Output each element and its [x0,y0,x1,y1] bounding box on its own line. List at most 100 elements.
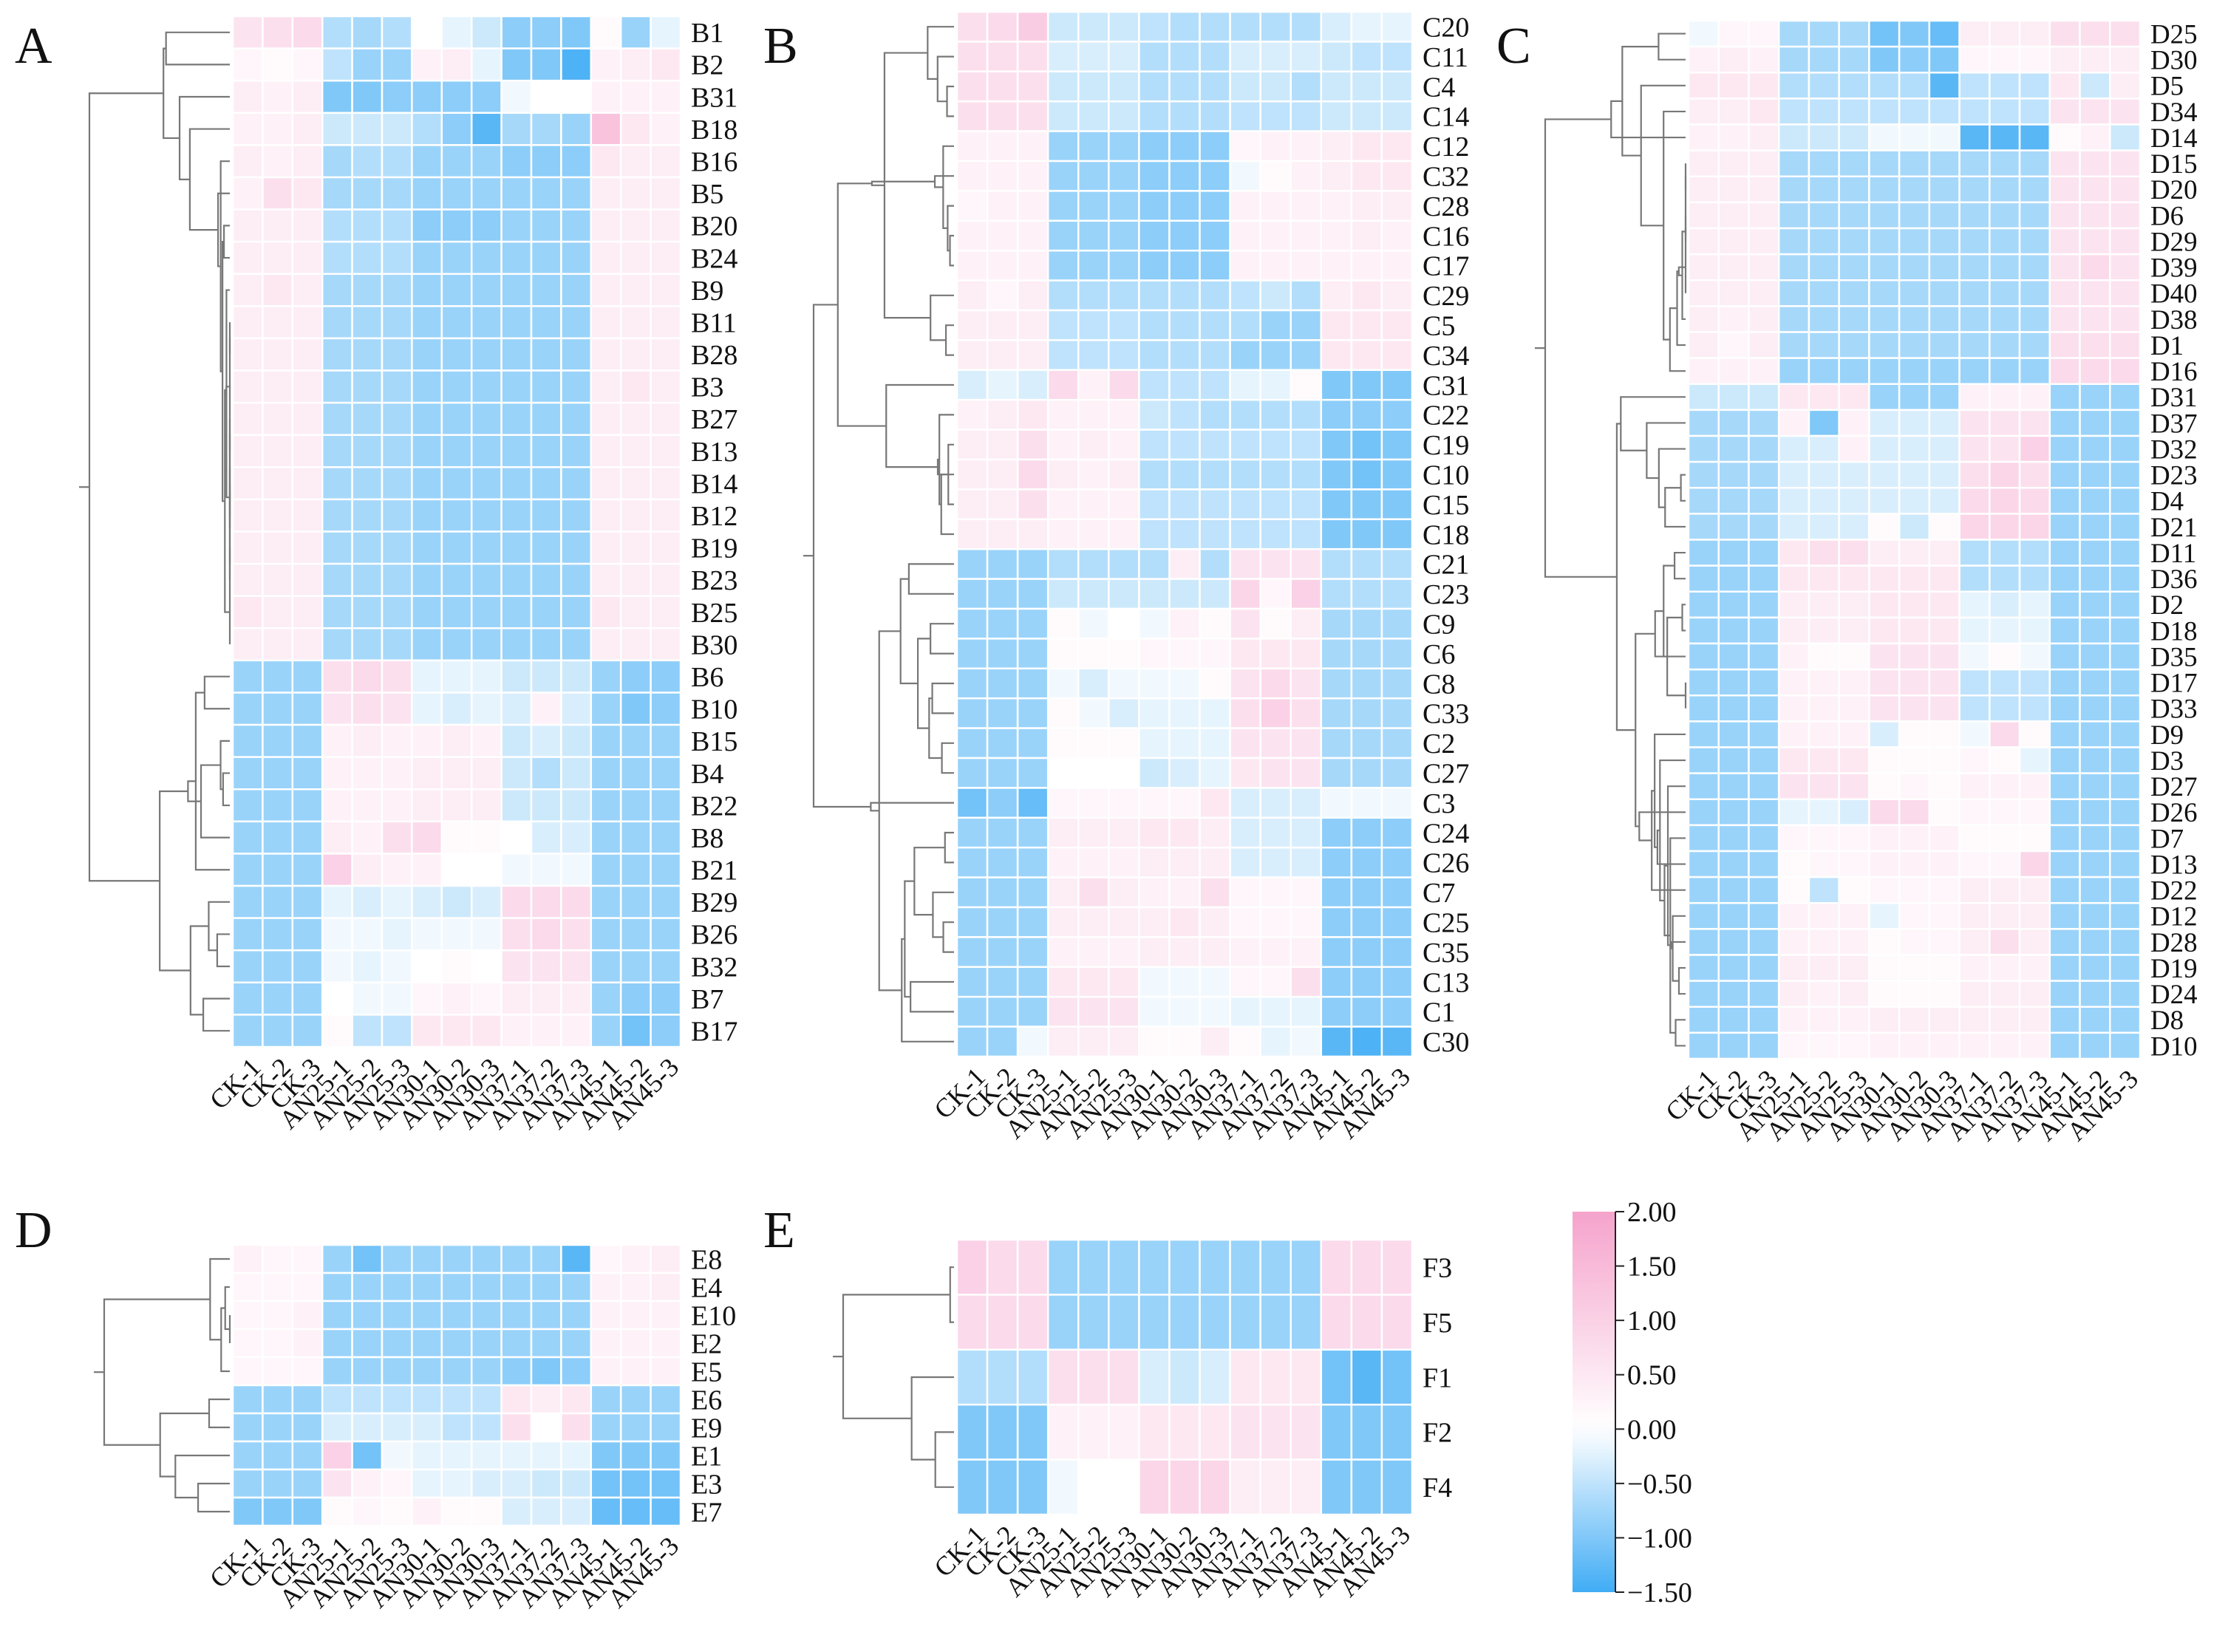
heatmap-cell [1928,564,1960,593]
heatmap-cell [1687,746,1720,774]
heatmap-cell [986,846,1019,878]
heatmap-cell [1016,667,1049,700]
heatmap-cell [470,1496,503,1527]
heatmap-cell [1687,720,1720,748]
heatmap-cell [2109,434,2142,463]
heatmap-cell [1928,720,1960,748]
heatmap-cell [381,112,413,146]
heatmap-cell [2018,227,2051,256]
dendrogram-branch [1672,915,1686,982]
heatmap-cell [1350,757,1383,789]
heatmap-cell [1168,1348,1201,1406]
row-label: D31 [2150,382,2198,412]
heatmap-cell [1350,70,1383,103]
heatmap-cell [2079,409,2111,437]
heatmap-cell [1320,339,1353,372]
heatmap-cell [2048,824,2081,853]
heatmap-cell [1199,787,1231,819]
heatmap-cell [351,337,384,372]
heatmap-cell [590,917,622,952]
heatmap-cell [381,47,413,82]
heatmap-cell [1687,279,1720,307]
heatmap-cell [955,547,989,580]
heatmap-cell [2109,850,2142,878]
heatmap-cell [470,530,503,565]
heatmap-cell [1320,1458,1353,1516]
heatmap-cell [1717,694,1750,723]
row-label: C19 [1423,430,1469,461]
heatmap-cell [231,884,264,919]
heatmap-cell [986,100,1019,132]
heatmap-cell [500,1384,533,1415]
heatmap-cell [1168,638,1201,670]
heatmap-cell [619,434,652,468]
heatmap-cell [440,47,473,82]
heatmap-cell [1748,45,1780,74]
heatmap-cell [291,305,324,340]
heatmap-cell [500,756,533,791]
heatmap-cell [1717,305,1750,333]
heatmap-cell [1046,876,1080,909]
heatmap-cell [1046,130,1080,163]
row-label: F1 [1423,1362,1452,1393]
heatmap-cell [470,144,503,179]
heatmap-cell [560,1496,593,1527]
heatmap-cell [1808,331,1840,359]
heatmap-cell [1350,458,1383,491]
heatmap-cell [1320,727,1353,760]
heatmap-cell [1138,1025,1171,1058]
heatmap-cell [262,562,294,597]
heatmap-cell [1016,787,1049,819]
heatmap-cell [1168,309,1201,341]
heatmap-cell [650,369,682,404]
heatmap-cell [470,820,503,855]
heatmap-cell [1898,45,1931,74]
heatmap-cell [1350,309,1383,341]
heatmap-cell [2079,305,2111,333]
heatmap-cell [1380,160,1414,192]
heatmap-cell [1838,720,1870,748]
heatmap-cell [560,949,593,984]
heatmap-cell [500,401,533,436]
heatmap-cell [986,190,1019,222]
heatmap-cell [590,853,622,887]
heatmap-cell [1108,70,1140,103]
heatmap-cell [530,47,562,82]
heatmap-cell [231,1468,264,1499]
heatmap-cell [986,41,1019,73]
heatmap-cell [500,981,533,1016]
heatmap-cell [1808,928,1840,956]
heatmap-cell [1320,1294,1353,1351]
heatmap-cell [381,240,413,275]
heatmap-cell [1989,460,2021,489]
heatmap-cell [1898,1006,1931,1034]
heatmap-cell [1838,668,1870,697]
heatmap-cell [1808,409,1840,437]
heatmap-cell [231,627,264,662]
heatmap-cell [1898,954,1931,982]
heatmap-cell [619,15,652,50]
heatmap-cell [1838,123,1870,151]
heatmap-cell [1229,995,1261,1028]
heatmap-cell [1958,98,1991,126]
heatmap-cell [1016,249,1049,281]
heatmap-cell [1958,175,1991,204]
heatmap-cell [291,627,324,662]
row-label: C20 [1423,13,1469,44]
heatmap-cell [1016,339,1049,372]
heatmap-cell [1808,175,1840,204]
heatmap-cell [1138,727,1171,760]
heatmap-cell [560,853,593,887]
row-label: D38 [2150,304,2198,335]
row-label: D37 [2150,408,2198,438]
heatmap-cell [1077,906,1110,938]
heatmap-cell [470,176,503,211]
heatmap-cell [1350,190,1383,222]
heatmap-cell [1717,72,1750,100]
heatmap-cell [1199,1348,1231,1406]
heatmap-cell [291,1328,324,1359]
heatmap-cell [1687,227,1720,256]
row-label: C34 [1423,341,1469,372]
heatmap-cell [1350,488,1383,521]
row-label: D35 [2150,641,2198,672]
